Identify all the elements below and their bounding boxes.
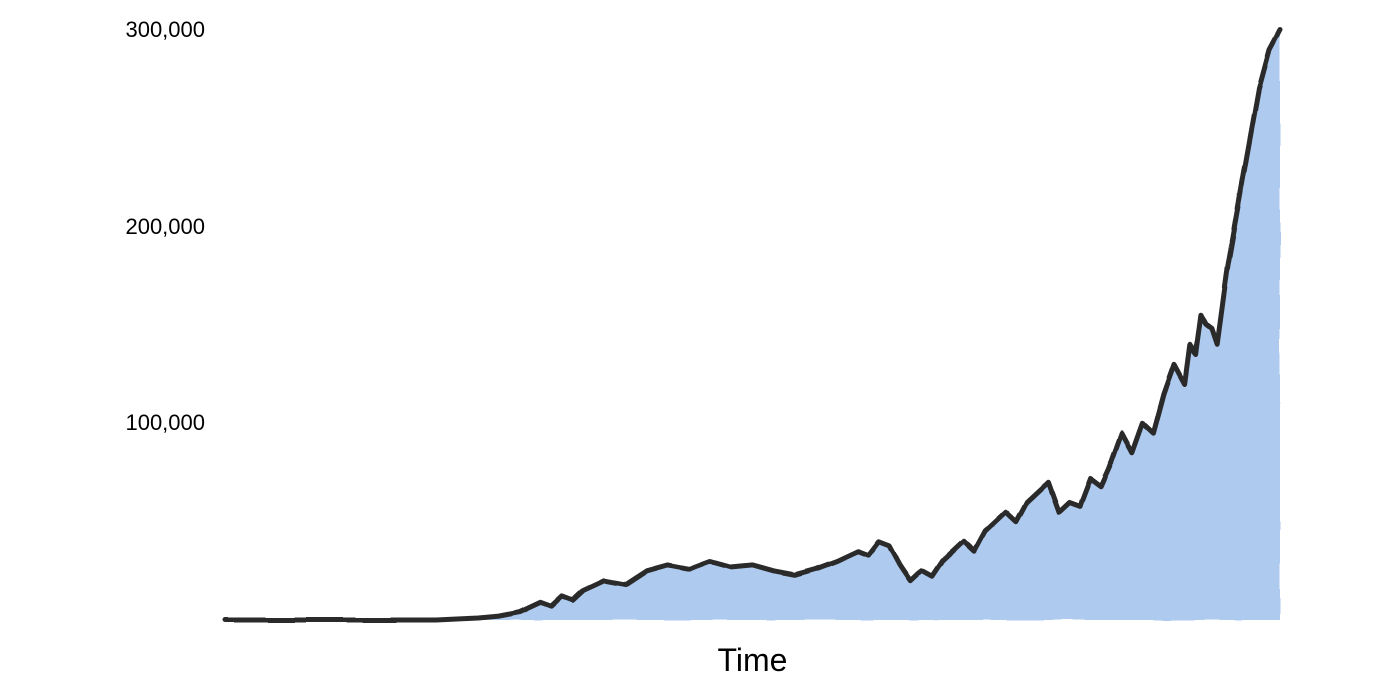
area-fill xyxy=(225,30,1280,620)
y-tick-label: 200,000 xyxy=(105,214,205,240)
area-chart: 100,000200,000300,000 Time xyxy=(100,20,1300,630)
y-tick-label: 100,000 xyxy=(105,410,205,436)
chart-svg xyxy=(100,20,1300,630)
y-tick-label: 300,000 xyxy=(105,17,205,43)
x-axis-label: Time xyxy=(718,642,788,679)
